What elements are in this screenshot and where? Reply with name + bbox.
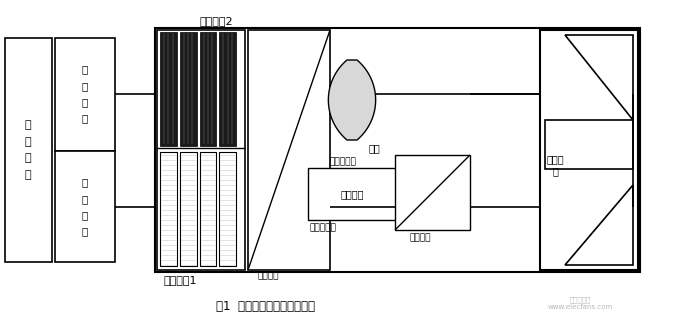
Bar <box>308 168 396 220</box>
Bar <box>199 32 216 146</box>
Text: 折转棱
镜: 折转棱 镜 <box>546 154 564 176</box>
Polygon shape <box>328 60 376 140</box>
Polygon shape <box>565 35 633 120</box>
Bar <box>55 38 115 151</box>
Bar <box>398 170 420 188</box>
Bar <box>398 200 420 218</box>
Bar <box>540 30 638 270</box>
Bar <box>199 152 216 266</box>
Text: 发
射
系
统: 发 射 系 统 <box>82 177 88 236</box>
Text: 被
检
仪
器: 被 检 仪 器 <box>25 120 32 180</box>
Bar <box>157 30 245 270</box>
Bar <box>395 155 470 230</box>
Bar <box>180 152 197 266</box>
Text: 衰减片组2: 衰减片组2 <box>200 16 234 26</box>
Bar <box>248 30 330 270</box>
Bar <box>55 151 115 262</box>
Text: 激光发光管: 激光发光管 <box>330 157 357 166</box>
Text: 小孔光阀: 小孔光阀 <box>410 234 431 243</box>
Bar <box>219 152 236 266</box>
Bar <box>160 32 177 146</box>
Text: 电子发烧友
www.elecfans.com: 电子发烧友 www.elecfans.com <box>547 296 612 310</box>
Bar <box>5 38 52 262</box>
Polygon shape <box>565 185 633 265</box>
Text: 分光棱镜: 分光棱镜 <box>257 271 279 281</box>
Bar <box>155 28 640 272</box>
Text: 衰减片组1: 衰减片组1 <box>163 275 197 285</box>
Text: 激光接收管: 激光接收管 <box>310 223 337 233</box>
Text: 电路处理: 电路处理 <box>341 189 363 199</box>
Bar <box>180 32 197 146</box>
Bar <box>160 152 177 266</box>
Bar <box>545 120 633 169</box>
Bar <box>219 32 236 146</box>
Text: 接
收
系
统: 接 收 系 统 <box>82 64 88 124</box>
Text: 图1  无靶板消光比测试原理图: 图1 无靶板消光比测试原理图 <box>215 300 314 314</box>
Text: 物镇: 物镇 <box>368 143 380 153</box>
